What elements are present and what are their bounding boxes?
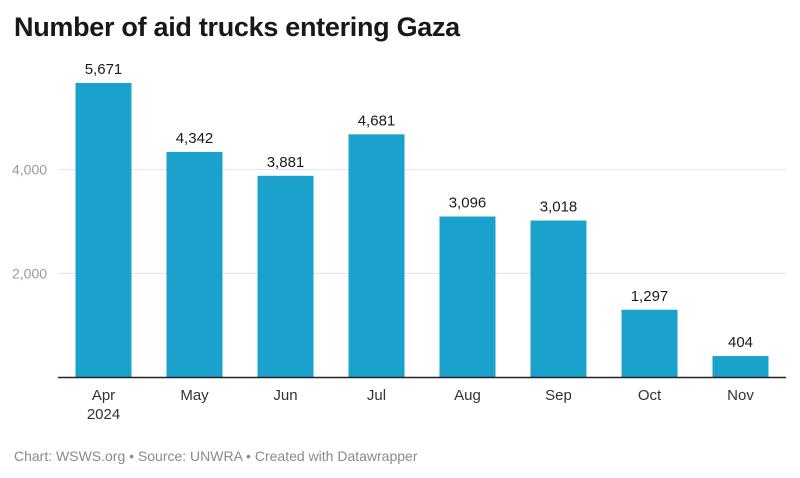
y-tick-label: 4,000 [12,162,47,178]
x-tick-sublabel: 2024 [87,406,120,423]
bar [257,175,314,377]
bar [75,83,132,377]
y-tick-label: 2,000 [12,265,47,281]
x-tick-label: Oct [638,387,662,404]
x-tick-label: Apr [92,387,115,404]
chart-title: Number of aid trucks entering Gaza [14,12,460,42]
x-tick-label: Jun [273,387,297,404]
x-tick-label: Aug [454,387,481,404]
data-label: 404 [728,334,753,351]
data-label: 5,671 [85,61,123,78]
bar [348,134,405,377]
bar [439,216,496,377]
bars [75,83,769,377]
labels: 2,000 4,000 5,671 Apr 2024 4,342 May 3,881 Jun 4,… [12,61,754,423]
data-label: 4,342 [176,130,214,147]
bar [621,309,678,377]
x-tick-label: Sep [545,387,572,404]
bar [712,356,769,377]
data-label: 3,881 [267,154,305,171]
x-tick-label: Jul [367,387,386,404]
data-label: 1,297 [631,288,669,305]
x-tick-label: May [180,387,209,404]
x-tick-label: Nov [727,387,754,404]
bar [530,220,587,377]
data-label: 3,096 [449,194,487,211]
data-label: 4,681 [358,112,396,129]
chart-footer: Chart: WSWS.org • Source: UNWRA • Create… [14,448,418,464]
data-label: 3,018 [540,199,578,216]
bar [166,151,223,377]
